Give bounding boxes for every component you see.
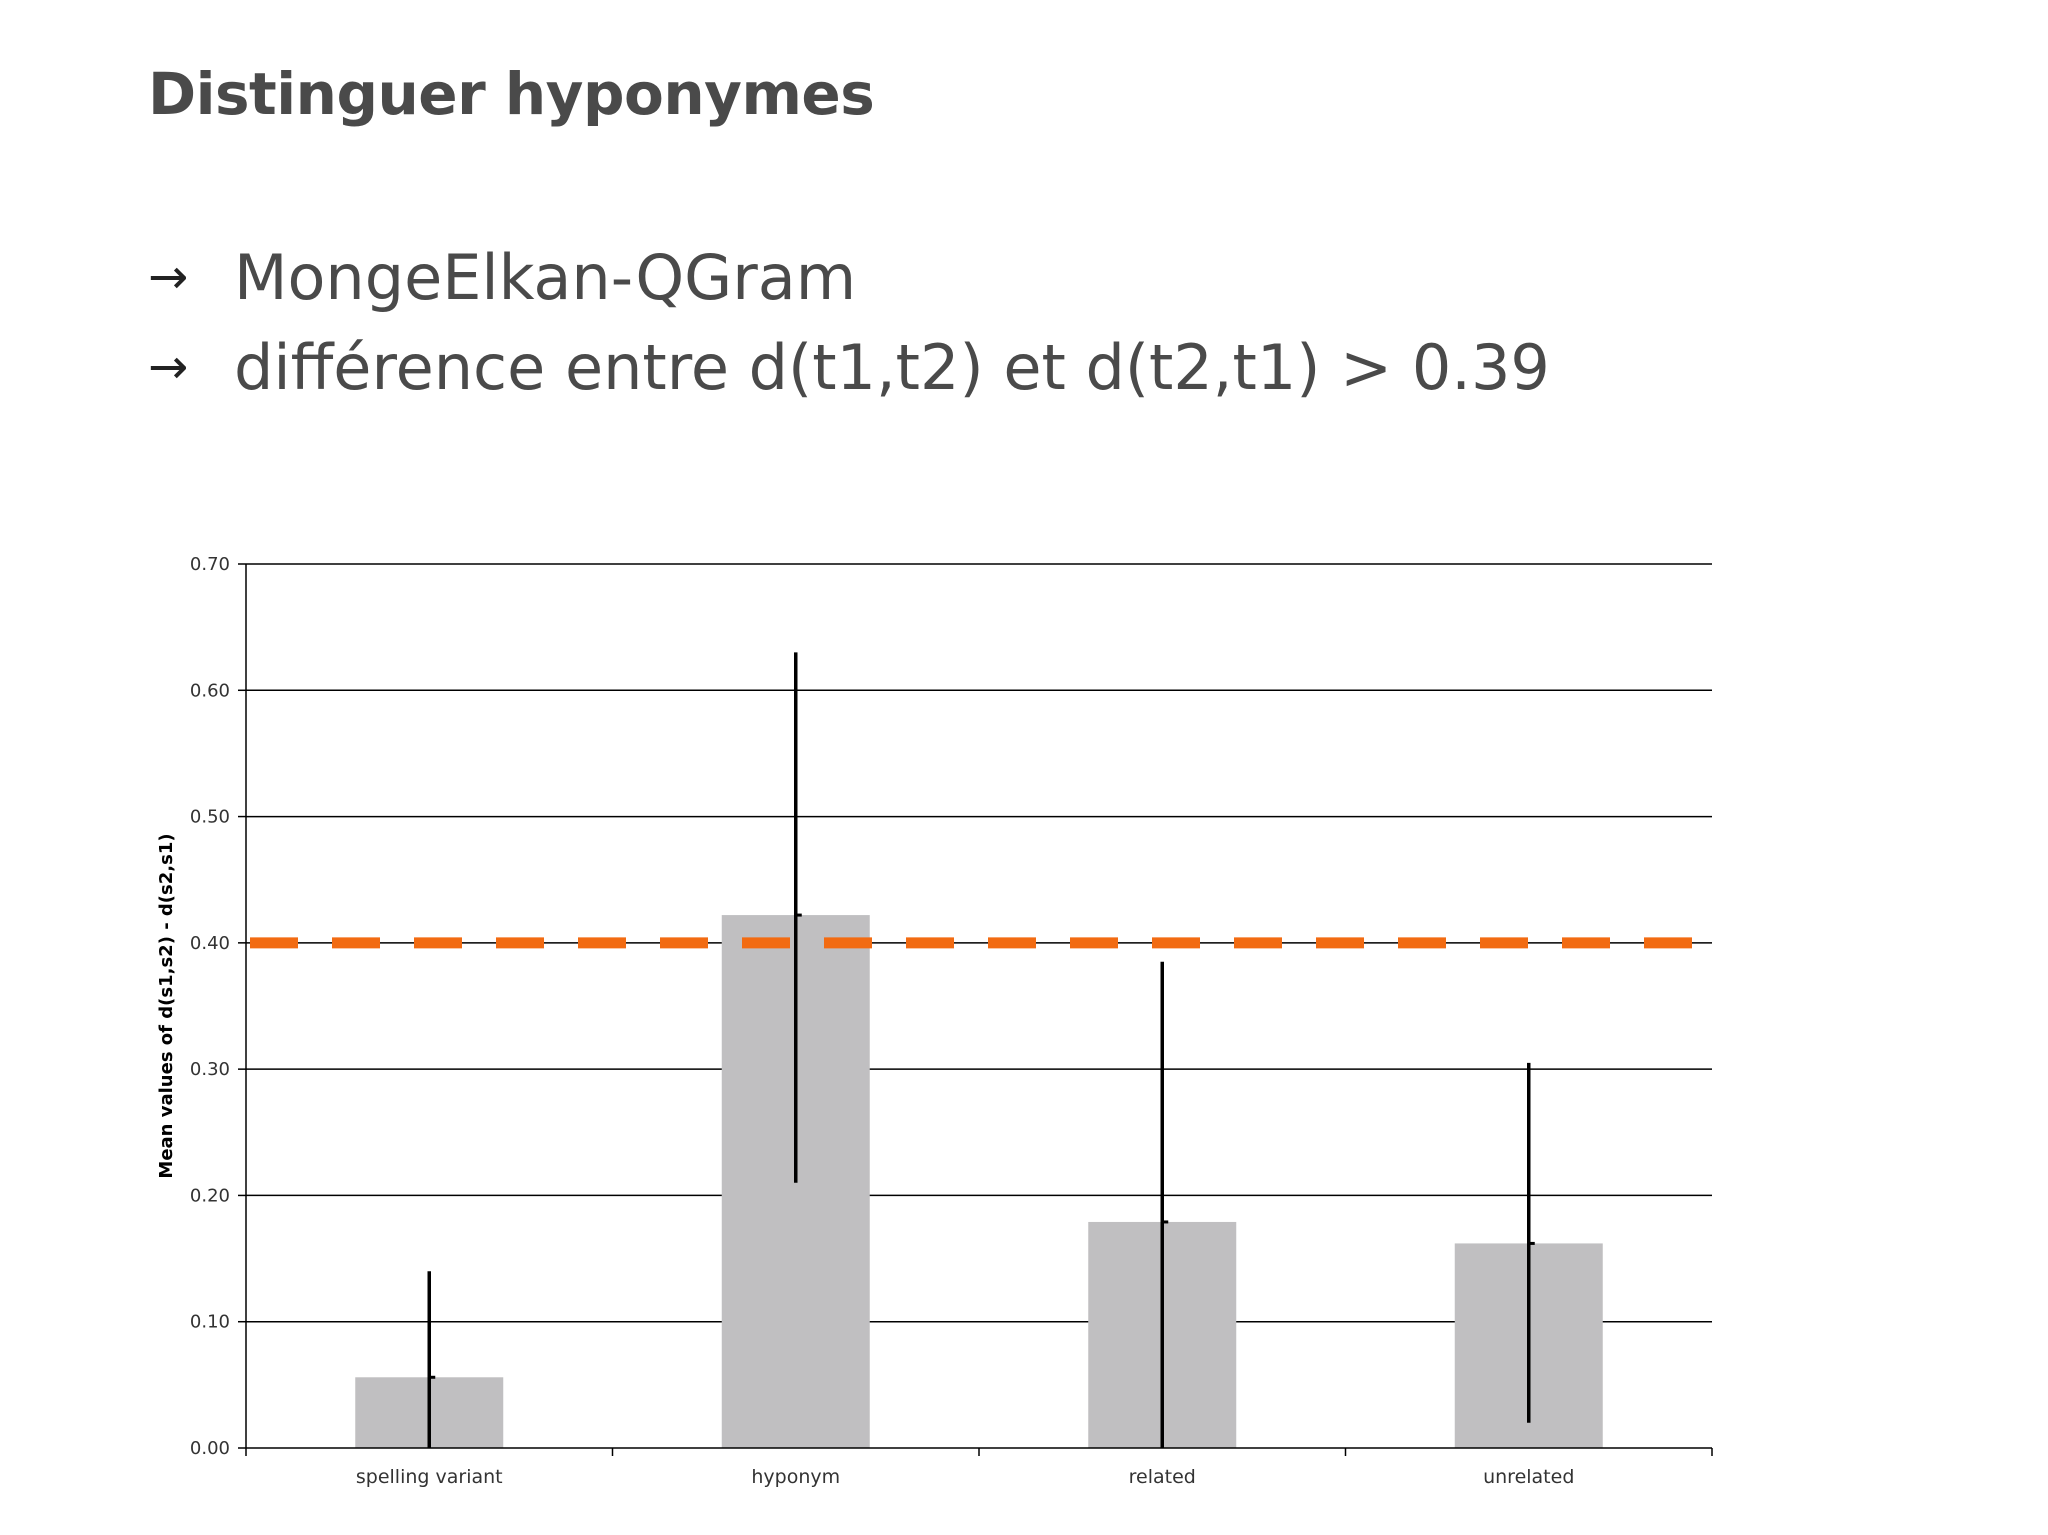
arrow-icon: →	[148, 339, 189, 395]
bullet-text: MongeElkan-QGram	[234, 240, 857, 314]
y-tick-label: 0.70	[190, 554, 230, 575]
slide-title: Distinguer hyponymes	[148, 60, 875, 128]
x-tick-label: hyponym	[751, 1466, 840, 1488]
y-tick-label: 0.20	[190, 1185, 230, 1206]
bullet-item: → différence entre d(t1,t2) et d(t2,t1) …	[148, 322, 1550, 412]
axes	[238, 563, 1713, 1456]
grid-lines	[246, 563, 1712, 1323]
bullet-text: différence entre d(t1,t2) et d(t2,t1) > …	[234, 330, 1550, 404]
y-tick-label: 0.50	[190, 807, 230, 828]
arrow-icon: →	[148, 249, 189, 305]
y-tick-label: 0.40	[190, 933, 230, 954]
x-tick-label: related	[1129, 1466, 1196, 1488]
bullet-item: → MongeElkan-QGram	[148, 232, 1550, 322]
axis-labels: 0.00 0.10 0.20 0.30 0.40 0.50 0.60 0.70 spelling…	[156, 554, 1574, 1488]
bullet-list: → MongeElkan-QGram → différence entre d(…	[148, 232, 1550, 412]
x-tick-label: unrelated	[1483, 1466, 1574, 1488]
y-axis-title: Mean values of d(s1,s2) - d(s2,s1)	[156, 833, 177, 1178]
y-tick-label: 0.30	[190, 1059, 230, 1080]
y-tick-label: 0.10	[190, 1312, 230, 1333]
y-tick-label: 0.60	[190, 680, 230, 701]
x-tick-label: spelling variant	[356, 1466, 503, 1488]
y-tick-label: 0.00	[190, 1438, 230, 1459]
bars	[355, 915, 1603, 1448]
error-bars	[427, 652, 1535, 1448]
